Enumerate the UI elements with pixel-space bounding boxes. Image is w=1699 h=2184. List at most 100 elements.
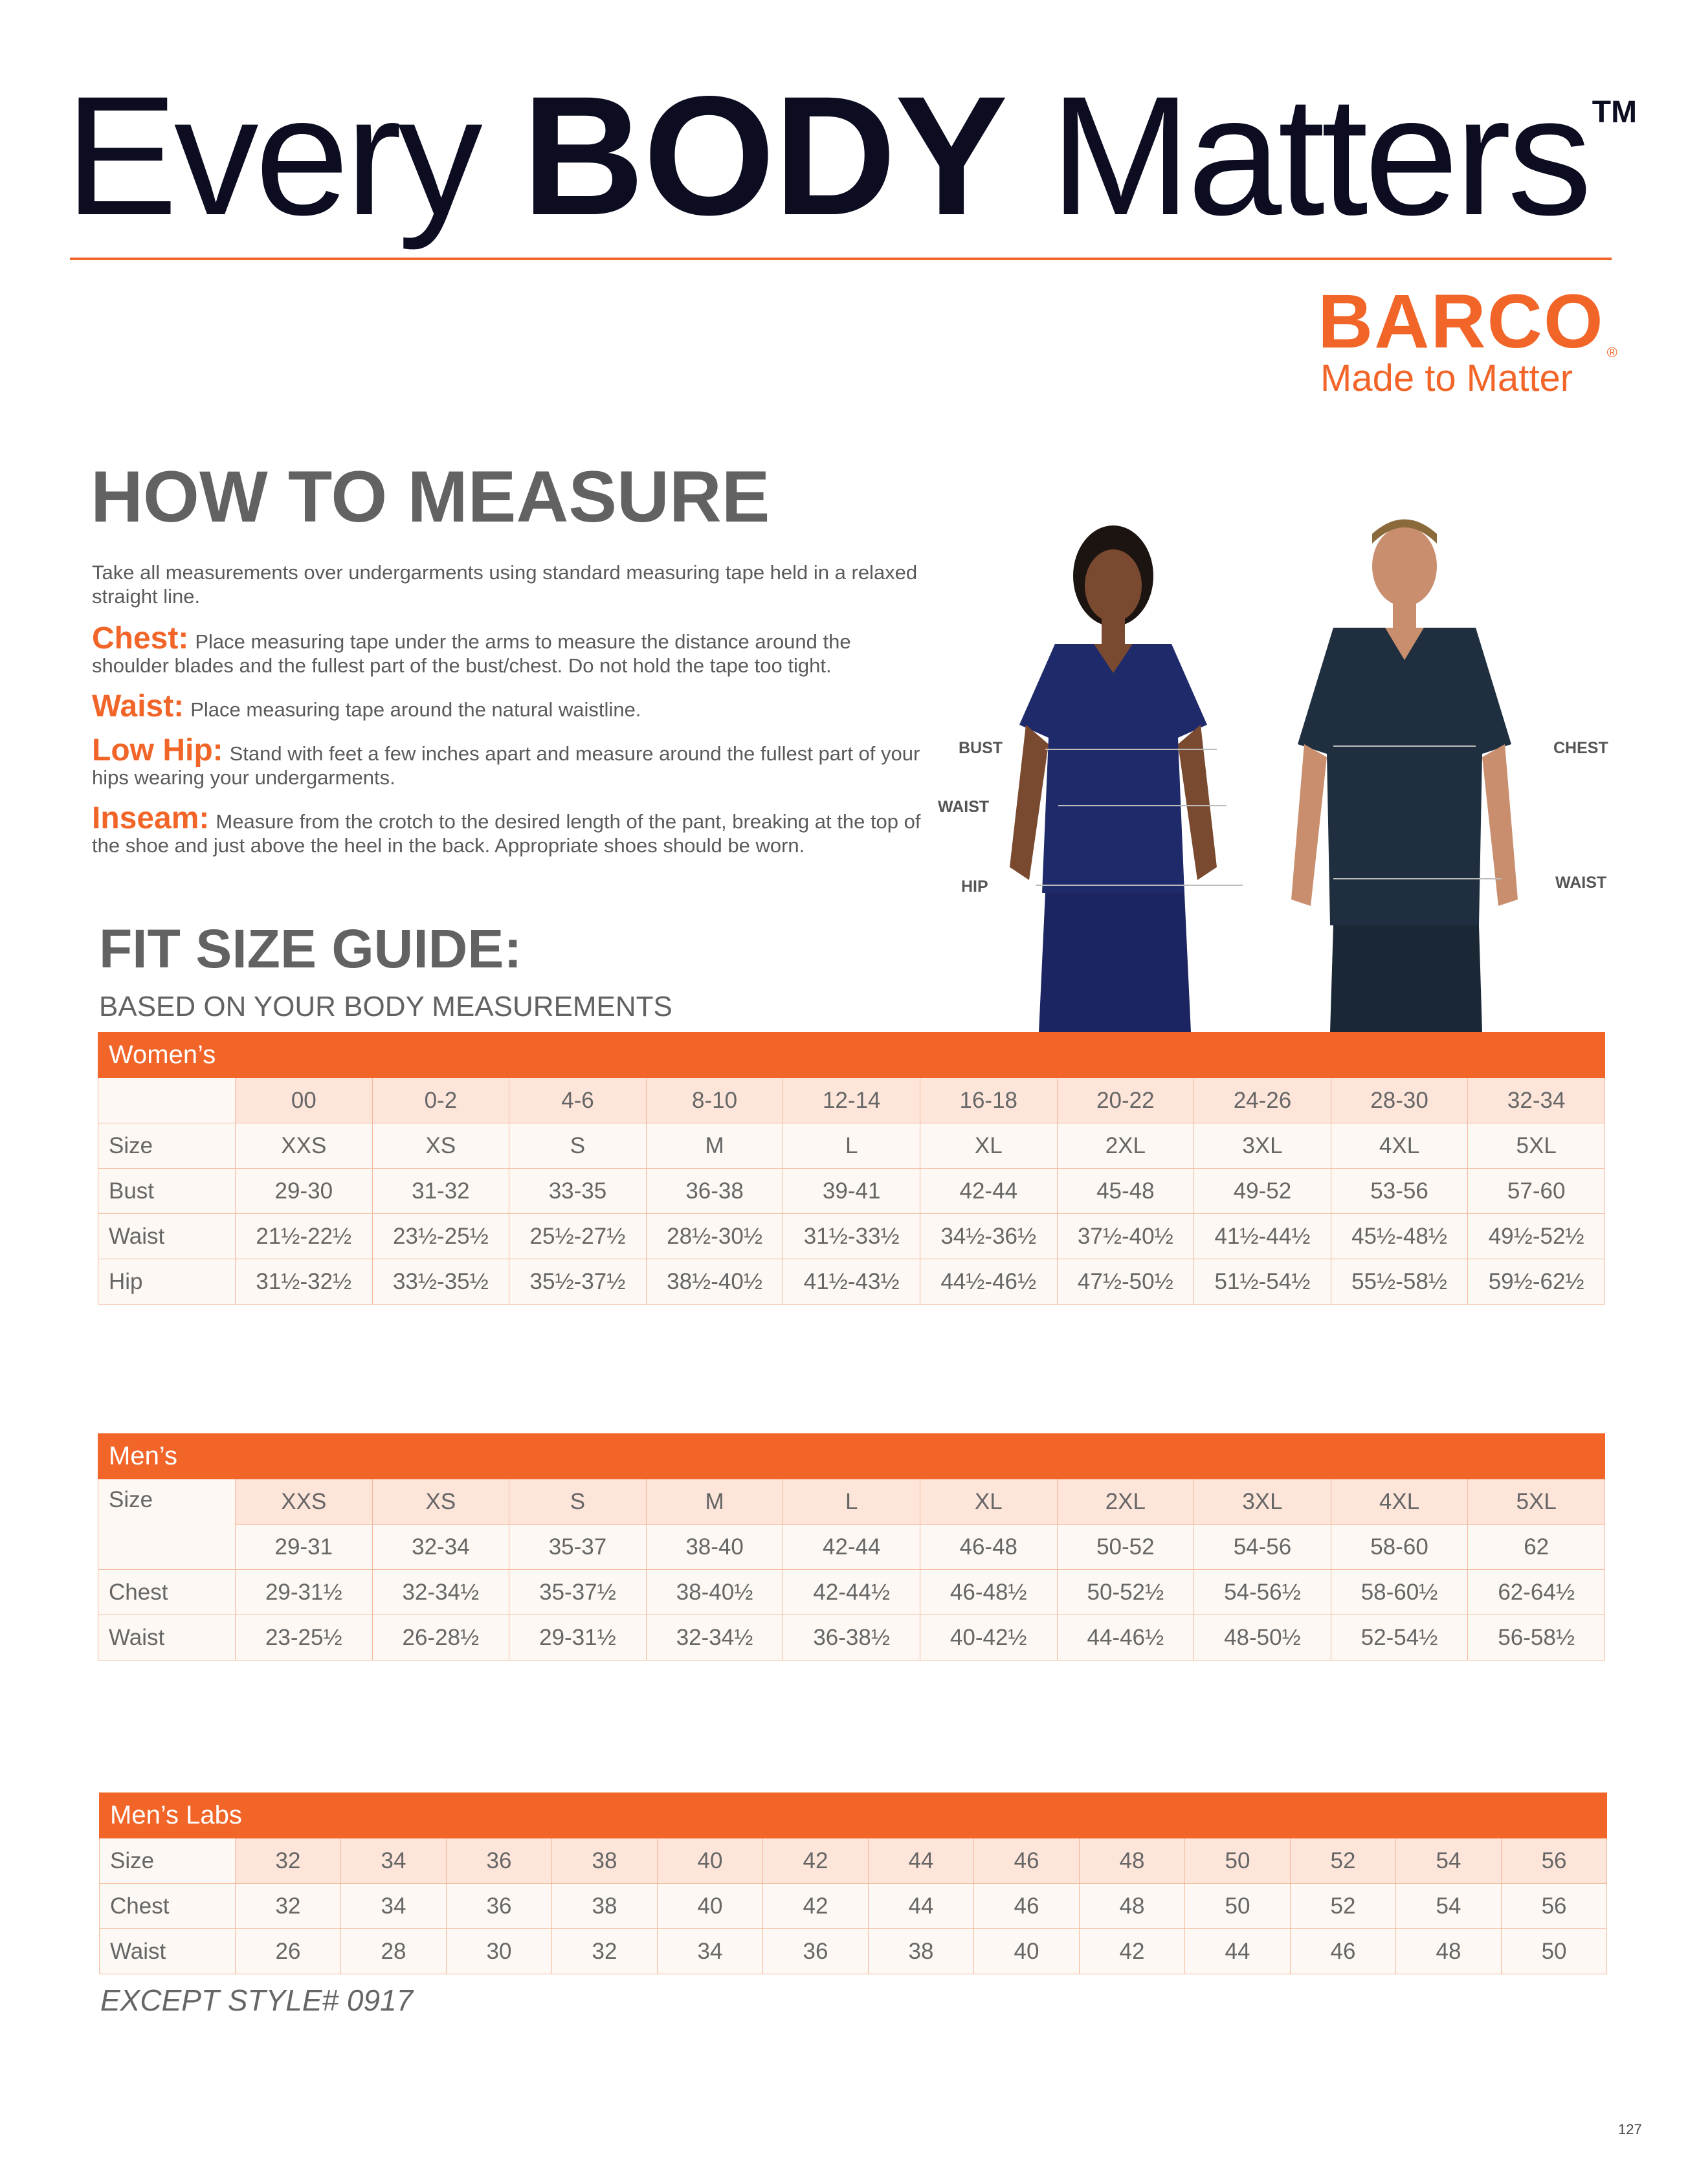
measure-instructions: Take all measurements over undergarments… xyxy=(92,560,927,857)
table-cell: 2XL xyxy=(1056,1123,1195,1169)
row-label: Waist xyxy=(98,1615,236,1660)
table-cell: 55½-58½ xyxy=(1330,1259,1469,1305)
table-row: Waist 23-25½ 26-28½ 29-31½ 32-34½ 36-38½ 40-42… xyxy=(98,1615,1606,1660)
woman-figure xyxy=(1010,525,1217,1032)
table-cell: 28½-30½ xyxy=(645,1213,784,1259)
table-cell: 16-18 xyxy=(919,1077,1058,1123)
table-cell: 30 xyxy=(446,1928,552,1974)
table-cell: 4XL xyxy=(1330,1123,1469,1169)
table-cell: 50-52½ xyxy=(1056,1569,1195,1615)
table-cell: 3XL xyxy=(1194,1479,1331,1525)
exception-note: EXCEPT STYLE# 0917 xyxy=(100,1983,414,2017)
table-cell: 59½-62½ xyxy=(1467,1259,1606,1305)
table-cell: 20-22 xyxy=(1056,1077,1195,1123)
table-cell: 51½-54½ xyxy=(1194,1259,1331,1305)
table-cell: 38 xyxy=(551,1838,658,1884)
table-row: Size XXS XS S M L XL 2XL 3XL 4XL 5XL xyxy=(98,1123,1606,1169)
table-cell: 46-48 xyxy=(919,1524,1058,1570)
table-cell: 5XL xyxy=(1467,1479,1606,1525)
table-cell: XL xyxy=(919,1479,1058,1525)
table-cell: 56 xyxy=(1500,1883,1608,1929)
man-figure xyxy=(1291,519,1518,1032)
table-cell: 44½-46½ xyxy=(919,1259,1058,1305)
brand-tagline: Made to Matter xyxy=(1320,357,1573,399)
table-cell: M xyxy=(645,1123,784,1169)
table-cell: 48-50½ xyxy=(1194,1615,1331,1660)
section-title: HOW TO MEASURE xyxy=(91,456,770,537)
table-cell: 29-31 xyxy=(235,1524,373,1570)
measure-key: Inseam: xyxy=(92,801,210,835)
table-row: 29-31 32-34 35-37 38-40 42-44 46-48 50-52 54-56… xyxy=(98,1524,1606,1570)
table-cell: 42-44½ xyxy=(783,1569,920,1615)
table-cell: 00 xyxy=(235,1077,373,1123)
table-cell: 53-56 xyxy=(1330,1168,1469,1214)
table-cell: 23½-25½ xyxy=(372,1213,510,1259)
table-cell: 62 xyxy=(1467,1524,1606,1570)
label-chest: CHEST xyxy=(1553,739,1608,757)
table-cell: 12-14 xyxy=(783,1077,920,1123)
table-cell: 36 xyxy=(446,1838,552,1884)
table-cell: XS xyxy=(372,1123,510,1169)
table-cell: 45½-48½ xyxy=(1330,1213,1469,1259)
measure-waist: Waist: Place measuring tape around the na… xyxy=(92,691,927,722)
table-cell: 34½-36½ xyxy=(919,1213,1058,1259)
intro-text: Take all measurements over undergarments… xyxy=(92,561,918,608)
table-cell: 52 xyxy=(1290,1883,1396,1929)
measure-text: Place measuring tape around the natural … xyxy=(190,698,641,721)
table-cell: 40-42½ xyxy=(919,1615,1058,1660)
table-cell: 35½-37½ xyxy=(509,1259,647,1305)
measure-text: Stand with feet a few inches apart and m… xyxy=(92,742,920,789)
table-cell: 32 xyxy=(551,1928,658,1974)
table-cell: 29-31½ xyxy=(509,1615,647,1660)
headline-every: Every xyxy=(65,61,483,250)
row-label: Size xyxy=(99,1838,236,1884)
row-label: Chest xyxy=(99,1883,236,1929)
table-cell: 31-32 xyxy=(372,1168,510,1214)
trademark: TM xyxy=(1592,95,1638,129)
table-cell: 54 xyxy=(1395,1838,1502,1884)
table-cell: 21½-22½ xyxy=(235,1213,373,1259)
table-cell: 44 xyxy=(868,1838,974,1884)
table-header: Women’s xyxy=(97,1032,1606,1078)
table-cell: XS xyxy=(372,1479,510,1525)
table-cell: 40 xyxy=(657,1838,763,1884)
table-cell: 48 xyxy=(1079,1838,1185,1884)
table-cell: 36 xyxy=(446,1883,552,1929)
row-label: Waist xyxy=(98,1213,236,1259)
table-cell: M xyxy=(645,1479,784,1525)
label-hip: HIP xyxy=(961,877,988,896)
row-label: Bust xyxy=(98,1168,236,1214)
table-cell: 48 xyxy=(1395,1928,1502,1974)
label-waist-men: WAIST xyxy=(1555,874,1607,892)
fit-guide-title: FIT SIZE GUIDE: xyxy=(99,918,522,979)
table-cell: 40 xyxy=(973,1928,1080,1974)
brand-name: BARCO xyxy=(1318,279,1605,364)
table-cell: 35-37 xyxy=(509,1524,647,1570)
table-title: Women’s xyxy=(97,1032,1606,1078)
table-cell: 41½-43½ xyxy=(783,1259,920,1305)
table-cell: XL xyxy=(919,1123,1058,1169)
table-cell: 33½-35½ xyxy=(372,1259,510,1305)
divider xyxy=(70,258,1612,260)
measure-inseam: Inseam: Measure from the crotch to the de… xyxy=(92,803,927,857)
table-row: Bust 29-30 31-32 33-35 36-38 39-41 42-44 45-48 4… xyxy=(98,1168,1606,1214)
table-cell: 62-64½ xyxy=(1467,1569,1606,1615)
table-cell: 29-31½ xyxy=(235,1569,373,1615)
table-cell: 42 xyxy=(762,1838,869,1884)
table-cell: 41½-44½ xyxy=(1194,1213,1331,1259)
table-cell: 32-34 xyxy=(372,1524,510,1570)
table-cell: 38-40½ xyxy=(645,1569,784,1615)
table-cell: XXS xyxy=(235,1123,373,1169)
table-cell: 58-60½ xyxy=(1330,1569,1469,1615)
table-cell: 32-34 xyxy=(1467,1077,1606,1123)
table-row: 00 0-2 4-6 8-10 12-14 16-18 20-22 24-26 28-30 32-… xyxy=(98,1077,1606,1123)
measure-key: Waist: xyxy=(92,689,184,723)
table-cell: 34 xyxy=(340,1883,447,1929)
womens-size-table: Women’s 00 0-2 4-6 8-10 12-14 16-18 20-22 24-26 2… xyxy=(97,1032,1606,1305)
table-cell: 35-37½ xyxy=(509,1569,647,1615)
headline-matters: Matters xyxy=(1050,61,1592,250)
table-cell: 57-60 xyxy=(1467,1168,1606,1214)
table-cell: 36-38½ xyxy=(783,1615,920,1660)
table-cell: 58-60 xyxy=(1330,1524,1469,1570)
table-cell: S xyxy=(509,1479,647,1525)
